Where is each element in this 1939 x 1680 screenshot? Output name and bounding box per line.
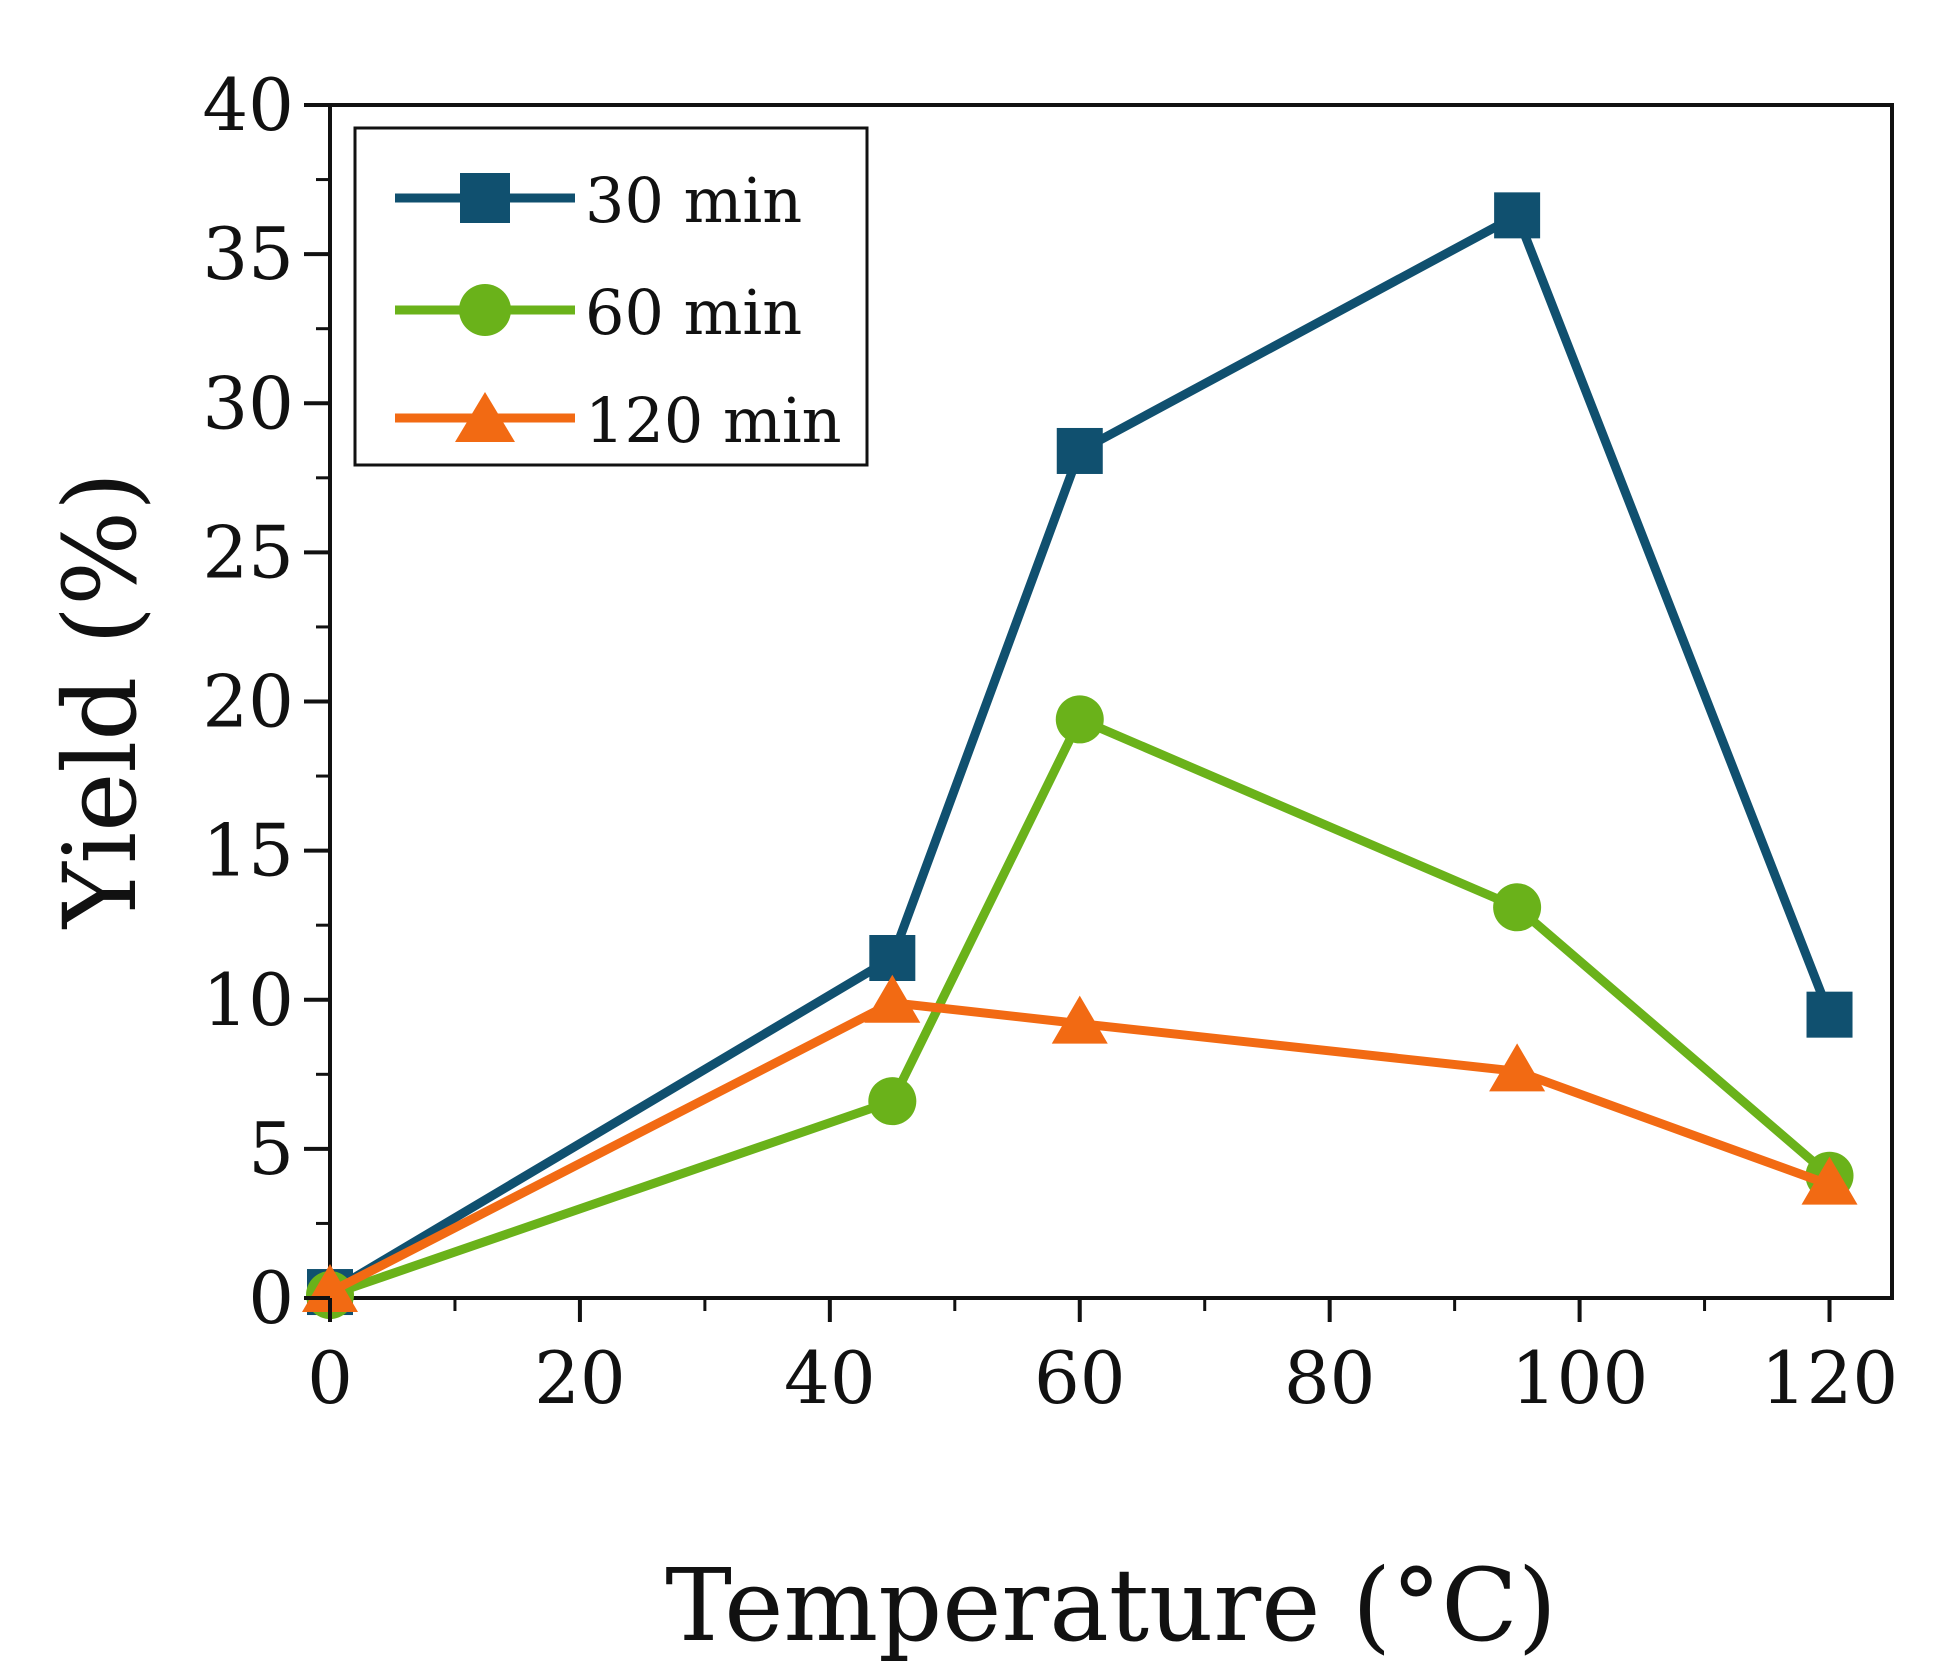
legend: 30 min 60 min 120 min — [353, 126, 869, 467]
data-point-120-min — [1489, 1043, 1546, 1092]
legend-label-60-min: 60 min — [585, 276, 802, 349]
data-point-120-min — [302, 1264, 358, 1313]
x-tick-label: 60 — [1034, 1336, 1126, 1420]
data-point-30-min — [1494, 192, 1541, 239]
x-tick-label: 40 — [784, 1336, 876, 1420]
series-layer — [302, 192, 1858, 1320]
data-point-120-min — [1801, 1156, 1858, 1205]
data-point-120-min — [1051, 995, 1108, 1044]
x-axis-title: Temperature (°C) — [665, 1547, 1556, 1664]
legend-marker-60-min — [459, 284, 511, 336]
y-tick-label: 15 — [202, 809, 294, 893]
y-tick-label: 0 — [248, 1256, 294, 1340]
data-point-30-min — [1806, 991, 1853, 1038]
legend-box — [353, 126, 869, 467]
data-point-60-min — [868, 1077, 917, 1126]
data-point-30-min — [869, 934, 916, 981]
legend-label-120-min: 120 min — [585, 384, 842, 457]
data-point-120-min — [864, 974, 921, 1023]
data-point-60-min — [1055, 695, 1104, 744]
y-tick-label: 20 — [202, 660, 294, 744]
y-tick-label: 40 — [202, 63, 294, 147]
y-tick-label: 35 — [202, 212, 294, 296]
data-point-30-min — [1056, 427, 1103, 474]
y-tick-label: 25 — [202, 510, 294, 594]
y-tick-label: 5 — [248, 1107, 294, 1191]
x-tick-label: 80 — [1284, 1336, 1376, 1420]
x-tick-label: 100 — [1511, 1336, 1648, 1420]
x-tick-label: 0 — [307, 1336, 353, 1420]
y-tick-label: 10 — [202, 958, 294, 1042]
y-tick-label: 30 — [202, 361, 294, 445]
data-point-60-min — [1493, 883, 1542, 932]
legend-label-30-min: 30 min — [585, 164, 802, 237]
legend-marker-120-min — [455, 392, 515, 442]
series-line-120-min — [327, 998, 1832, 1297]
axis-layer: 0 5 10 15 20 25 30 35 40 0 20 40 60 80 100 120 — [202, 63, 1898, 1420]
x-tick-label: 120 — [1761, 1336, 1898, 1420]
legend-marker-30-min — [460, 173, 510, 223]
x-tick-label: 20 — [534, 1336, 626, 1420]
y-axis-title: Yield (%) — [42, 472, 159, 930]
